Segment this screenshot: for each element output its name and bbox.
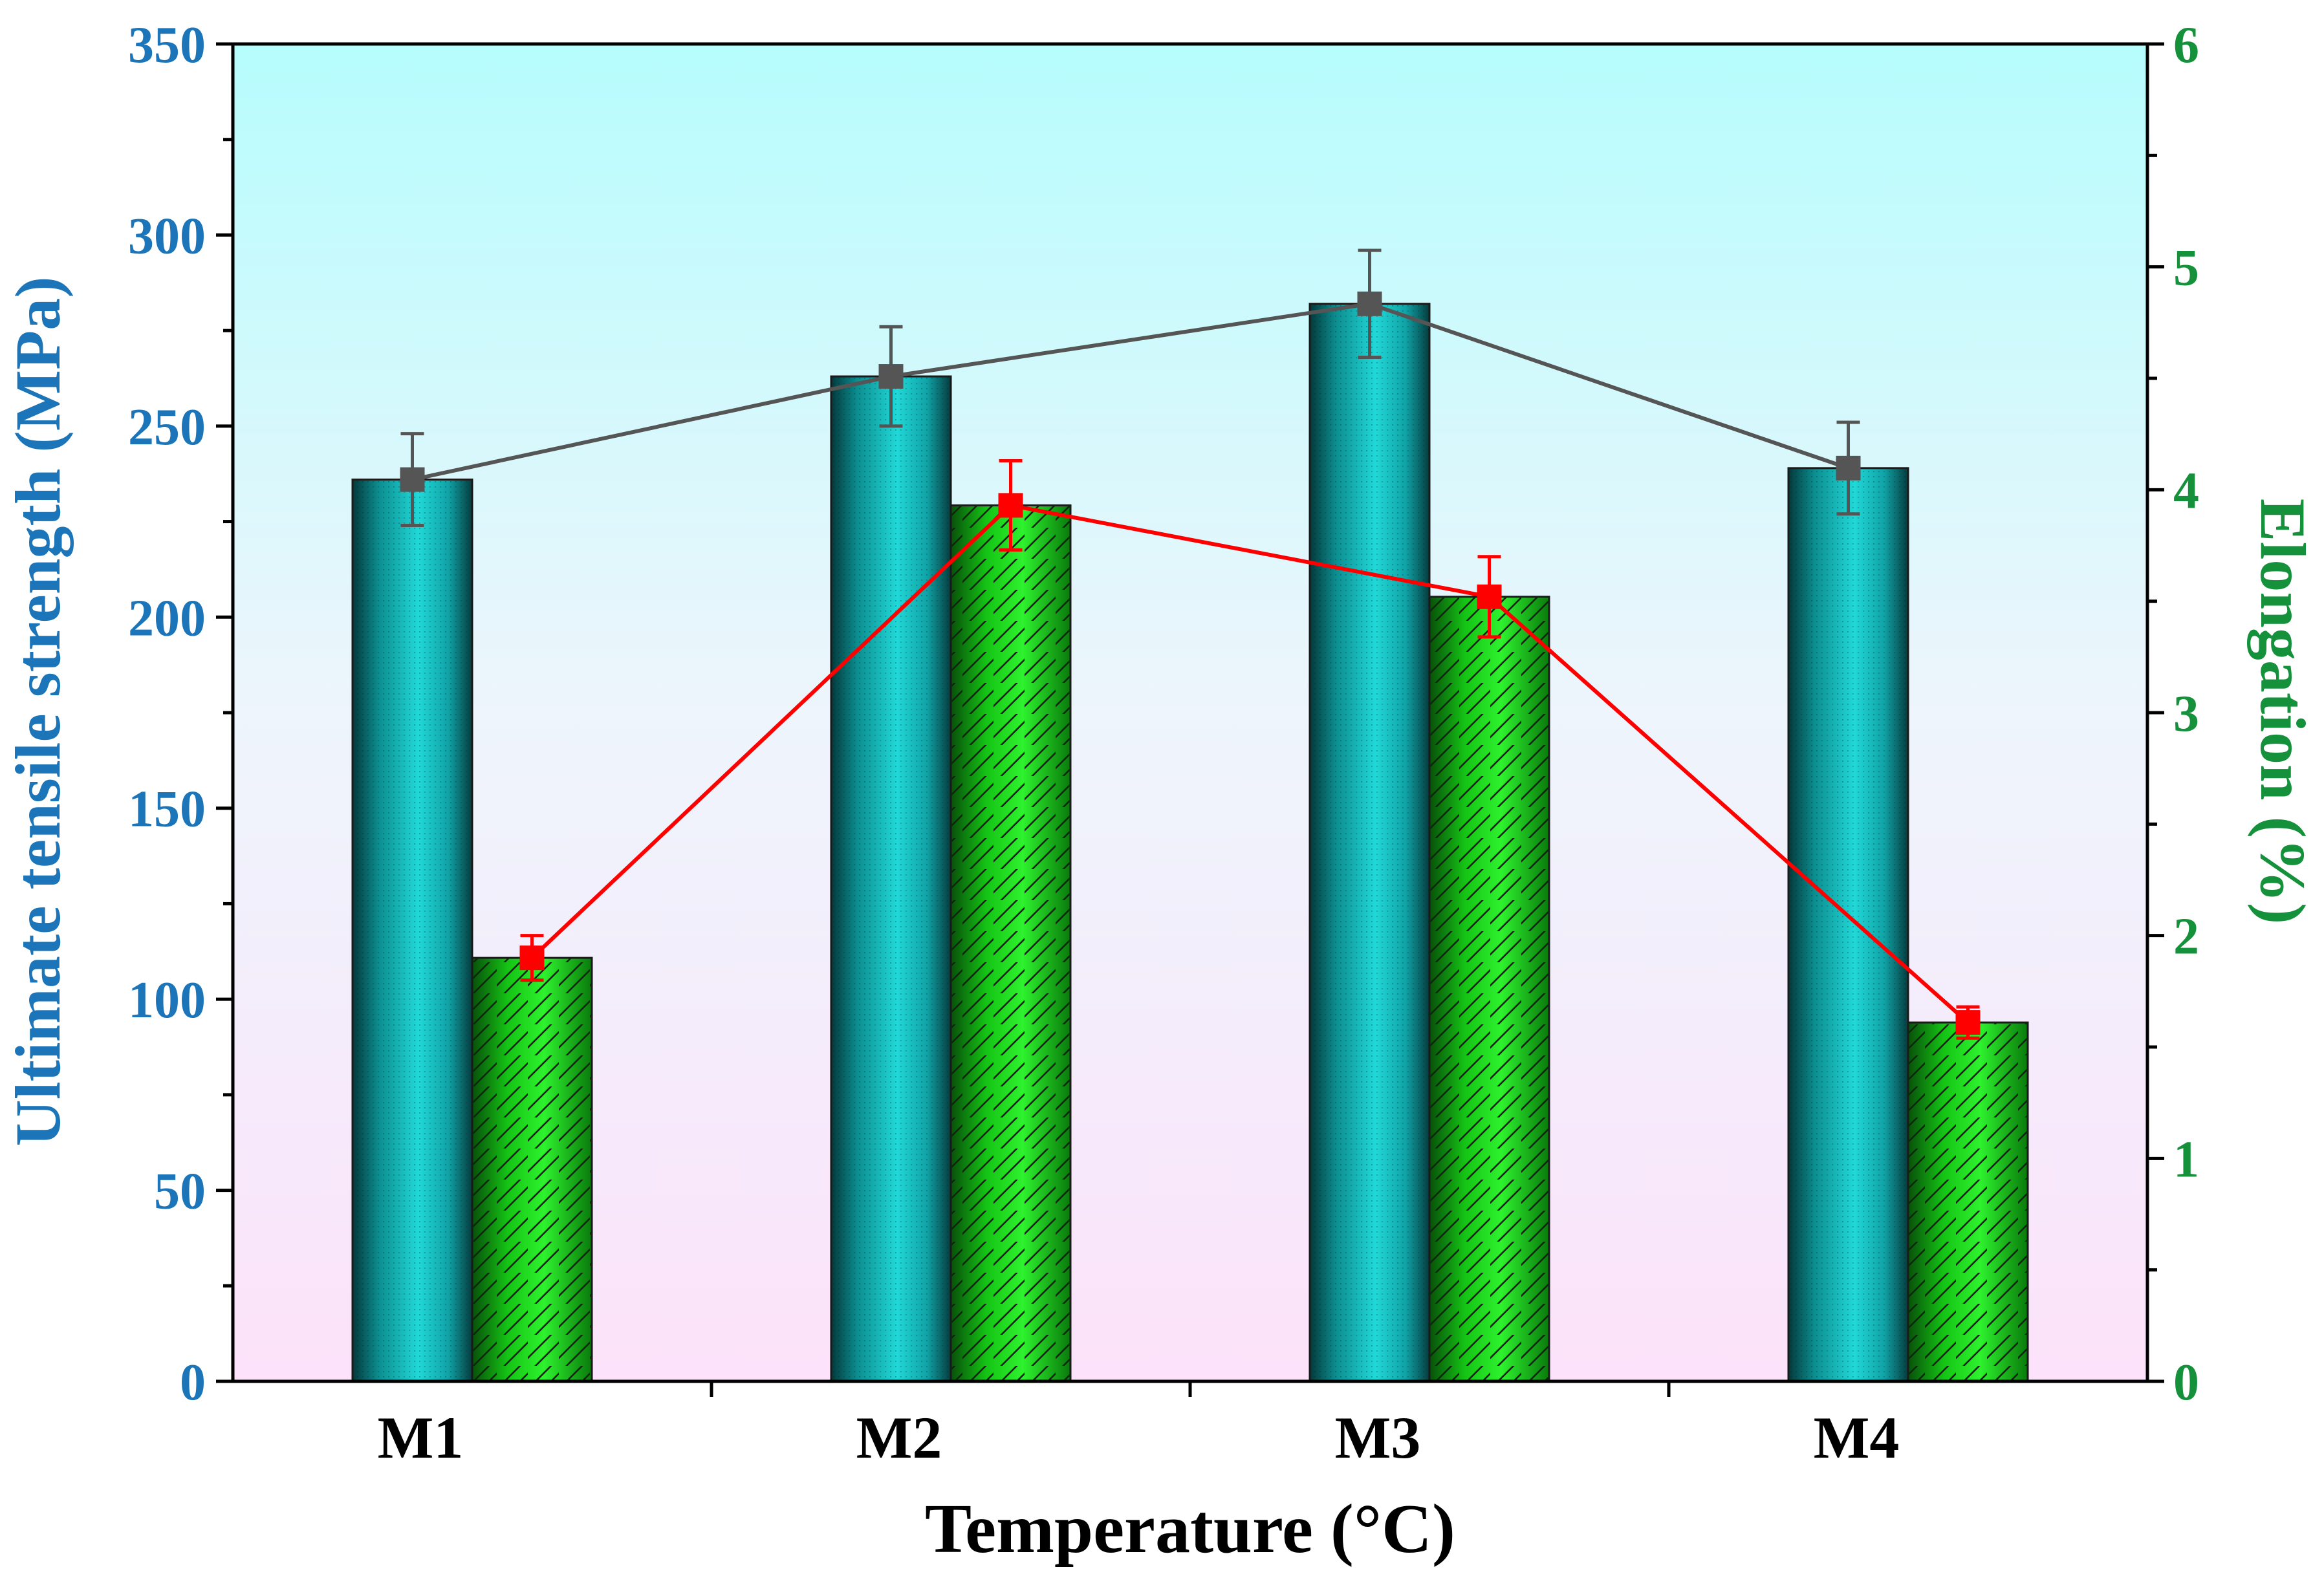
- line-strength: [411, 301, 1849, 482]
- x-tick-label-M2: M2: [856, 1405, 942, 1471]
- bar-strength-texture-M2: [831, 376, 951, 1382]
- y-right-tick-label: 3: [2173, 685, 2199, 742]
- y-left-tick-label: 100: [128, 972, 206, 1029]
- marker-elongation-M4: [1955, 1010, 1981, 1035]
- marker-elongation-M2: [998, 493, 1023, 518]
- bar-strength-texture-M1: [353, 479, 472, 1381]
- y-left-tick-label: 150: [128, 781, 206, 838]
- x-tick-label-M1: M1: [378, 1405, 464, 1471]
- bar-strength-texture-M4: [1788, 468, 1908, 1381]
- y-left-tick-label: 300: [128, 208, 206, 264]
- bars: [351, 303, 2029, 1383]
- bar-elongation-hatch-M4: [1908, 1022, 2028, 1381]
- x-tick-label-M3: M3: [1335, 1405, 1421, 1471]
- marker-strength-M1: [400, 467, 425, 492]
- y-left-tick-label: 350: [128, 17, 206, 74]
- marker-elongation-M3: [1477, 584, 1502, 609]
- y-right-tick-label: 0: [2173, 1354, 2199, 1411]
- line-elongation: [530, 503, 1970, 1024]
- series-lines: [400, 248, 1981, 1040]
- y-right-tick-label: 2: [2173, 909, 2199, 966]
- y-right-tick-label: 6: [2173, 17, 2199, 74]
- y-axis-right-label: Elongation (%): [2247, 499, 2319, 924]
- marker-strength-M4: [1836, 455, 1861, 480]
- y-left-tick-label: 250: [128, 399, 206, 456]
- y-right-tick-label: 1: [2173, 1131, 2199, 1188]
- y-right-tick-label: 4: [2173, 462, 2199, 519]
- bar-elongation-hatch-M3: [1429, 596, 1549, 1381]
- y-left-tick-label: 200: [128, 590, 206, 647]
- bar-elongation-hatch-M1: [472, 958, 592, 1381]
- tick-labels: 0 50 100 150 200 250 300 350 0 1 2 3 4 5 6 M1 M2 M3 M4: [128, 17, 2199, 1471]
- x-axis-label: Temperature (°C): [925, 1491, 1455, 1568]
- bar-elongation-hatch-M2: [951, 505, 1070, 1382]
- bar-strength-texture-M3: [1310, 303, 1429, 1382]
- marker-elongation-M1: [519, 945, 545, 971]
- marker-strength-M3: [1357, 291, 1382, 316]
- marker-strength-M2: [878, 364, 904, 389]
- y-left-tick-label: 50: [154, 1163, 206, 1220]
- y-axis-left-label: Ultimate tensile strength (MPa): [2, 276, 74, 1146]
- x-tick-label-M4: M4: [1814, 1405, 1900, 1471]
- y-right-tick-label: 5: [2173, 240, 2199, 297]
- axes: [216, 42, 2164, 1397]
- y-left-tick-label: 0: [180, 1354, 206, 1411]
